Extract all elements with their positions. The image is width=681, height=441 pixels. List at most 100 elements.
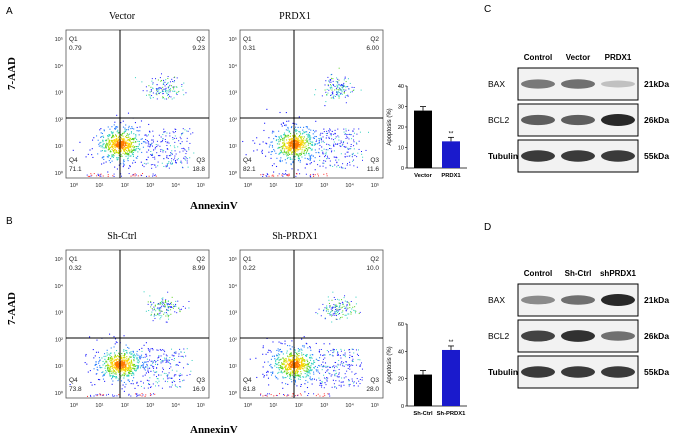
flow-plot-a2: 10⁵ 10⁴ 10³ 10² 10¹ 10⁰ 10⁰ 10¹ 10² 10³ 10⁴ 10⁵ Q1 0.… <box>229 29 384 189</box>
y-tick-label: 60 <box>398 322 404 328</box>
quadrant-q3-name: Q3 <box>196 157 205 164</box>
x-tick-label: 10⁰ <box>70 182 79 189</box>
panel-b-label: B <box>6 216 13 227</box>
y-tick-label: 0 <box>401 166 404 172</box>
y-tick-label: 10² <box>55 337 63 343</box>
flow-plot-b1-title: Sh-Ctrl <box>107 231 137 242</box>
blot-band <box>601 294 635 306</box>
quadrant-q3-value: 28.0 <box>366 386 379 393</box>
x-tick-label: 10⁵ <box>371 182 379 189</box>
quadrant-q3-name: Q3 <box>370 377 379 384</box>
quadrant-q1-name: Q1 <box>69 256 78 263</box>
y-axis-label: Apoptosis (%) <box>387 346 393 383</box>
y-tick-label: 40 <box>398 84 404 90</box>
quadrant-q3-name: Q3 <box>370 157 379 164</box>
bar <box>442 141 460 168</box>
y-tick-label: 20 <box>398 377 404 383</box>
quadrant-q4-name: Q4 <box>243 377 252 384</box>
y-tick-label: 20 <box>398 125 404 131</box>
y-tick-label: 30 <box>398 105 404 111</box>
x-tick-label: 10¹ <box>269 183 277 189</box>
y-tick-label: 10³ <box>229 91 237 97</box>
x-tick-label: 10⁰ <box>244 182 253 189</box>
y-tick-label: 10³ <box>55 91 63 97</box>
x-tick-label: 10³ <box>146 403 154 409</box>
panel-a-y-axis-title: 7-AAD <box>6 57 18 90</box>
quadrant-q2-name: Q2 <box>370 256 379 263</box>
bar <box>442 349 460 406</box>
quadrant-q2-value: 9.23 <box>192 45 205 52</box>
blot-band <box>521 366 555 378</box>
blot-band <box>601 114 635 126</box>
bar-chart-b: 0 20 40 60 Apoptosis (%) Sh-Ctrl ** Sh-PRDX1 <box>387 322 467 417</box>
plot-frame <box>239 29 384 179</box>
kda-label: 21kDa <box>644 79 669 89</box>
quadrant-q4-value: 61.8 <box>243 386 256 393</box>
quadrant-q3-value: 11.6 <box>367 166 380 173</box>
quadrant-q3-name: Q3 <box>196 377 205 384</box>
quadrant-q1-value: 0.79 <box>69 45 82 52</box>
x-tick-label: 10⁰ <box>70 402 79 409</box>
protein-label: BAX <box>488 79 505 89</box>
x-tick-label: 10⁵ <box>197 182 205 189</box>
y-tick-label: 10 <box>398 146 404 152</box>
bar-chart-a: 0 10 20 30 40 Apoptosis (%) Vector ** PRDX1 <box>387 84 467 179</box>
plot-frame <box>239 249 384 399</box>
lane-label: shPRDX1 <box>600 269 637 278</box>
x-tick-label: 10³ <box>320 183 328 189</box>
blot-band <box>521 295 555 305</box>
flow-plot-a1-title: Vector <box>108 11 136 22</box>
quadrant-q1-name: Q1 <box>243 36 252 43</box>
x-tick-label: 10¹ <box>95 403 103 409</box>
flow-plot-b2: 10⁵ 10⁴ 10³ 10² 10¹ 10⁰ 10⁰ 10¹ 10² 10³ 10⁴ 10⁵ Q1 0.… <box>229 249 384 409</box>
x-tick-label: 10¹ <box>269 403 277 409</box>
y-tick-label: 0 <box>401 404 404 410</box>
quadrant-q1-name: Q1 <box>243 256 252 263</box>
category-label: PRDX1 <box>441 173 461 179</box>
protein-label: Tubulin <box>488 367 518 377</box>
significance-marker: ** <box>449 131 454 137</box>
flow-plot-a1: 10⁵ 10⁴ 10³ 10² 10¹ 10⁰ 10⁰ 10¹ 10² 10³ 10⁴ 10⁵ Q1 0.… <box>55 29 210 189</box>
blot-band <box>521 330 555 342</box>
y-tick-label: 10² <box>55 117 63 123</box>
flow-plot-b1: 10⁵ 10⁴ 10³ 10² 10¹ 10⁰ 10⁰ 10¹ 10² 10³ 10⁴ 10⁵ Q1 0.… <box>55 249 210 409</box>
western-blot-c: Control Vector PRDX1 BAX 21kDa BCL2 26kDa Tubul… <box>488 53 669 173</box>
category-label: Sh-PRDX1 <box>437 411 466 417</box>
panel-a-x-axis-title: AnnexinV <box>190 200 238 212</box>
protein-label: BCL2 <box>488 331 510 341</box>
y-tick-label: 10³ <box>229 311 237 317</box>
x-tick-label: 10⁴ <box>171 402 180 409</box>
blot-band <box>561 366 595 378</box>
bar <box>414 374 432 406</box>
y-tick-label: 10¹ <box>229 364 237 370</box>
quadrant-q2-value: 8.99 <box>192 265 205 272</box>
x-tick-label: 10¹ <box>95 183 103 189</box>
blot-band <box>601 331 635 341</box>
panel-c-label: C <box>484 4 492 15</box>
blot-band <box>521 114 555 126</box>
x-tick-label: 10⁴ <box>171 182 180 189</box>
y-tick-label: 10⁴ <box>229 63 238 70</box>
kda-label: 26kDa <box>644 331 669 341</box>
western-blot-d: Control Sh-Ctrl shPRDX1 BAX 21kDa BCL2 26kDa Tu… <box>488 269 669 389</box>
kda-label: 26kDa <box>644 115 669 125</box>
y-tick-label: 10³ <box>55 311 63 317</box>
quadrant-q2-name: Q2 <box>196 256 205 263</box>
panel-b-y-axis-title: 7-AAD <box>6 292 18 325</box>
y-tick-label: 10⁴ <box>55 283 64 290</box>
y-tick-label: 10⁰ <box>55 390 64 397</box>
y-tick-label: 10⁵ <box>229 256 237 263</box>
lane-label: PRDX1 <box>605 53 632 62</box>
lane-label: Vector <box>566 53 590 62</box>
x-tick-label: 10⁴ <box>345 182 354 189</box>
panel-b-x-axis-title: AnnexinV <box>190 424 238 436</box>
panel-d-label: D <box>484 222 492 233</box>
y-axis-label: Apoptosis (%) <box>387 108 393 145</box>
quadrant-q4-name: Q4 <box>69 157 78 164</box>
y-tick-label: 10⁴ <box>229 283 238 290</box>
category-label: Vector <box>414 173 432 179</box>
x-tick-label: 10² <box>121 403 129 409</box>
y-tick-label: 10² <box>229 337 237 343</box>
y-tick-label: 10⁵ <box>55 256 63 263</box>
y-tick-label: 10⁰ <box>229 390 238 397</box>
